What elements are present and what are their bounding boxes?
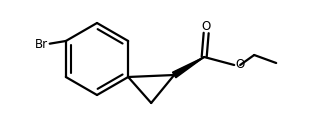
Text: O: O — [202, 21, 211, 34]
Text: O: O — [236, 58, 245, 71]
Polygon shape — [173, 57, 204, 78]
Text: Br: Br — [35, 38, 48, 51]
